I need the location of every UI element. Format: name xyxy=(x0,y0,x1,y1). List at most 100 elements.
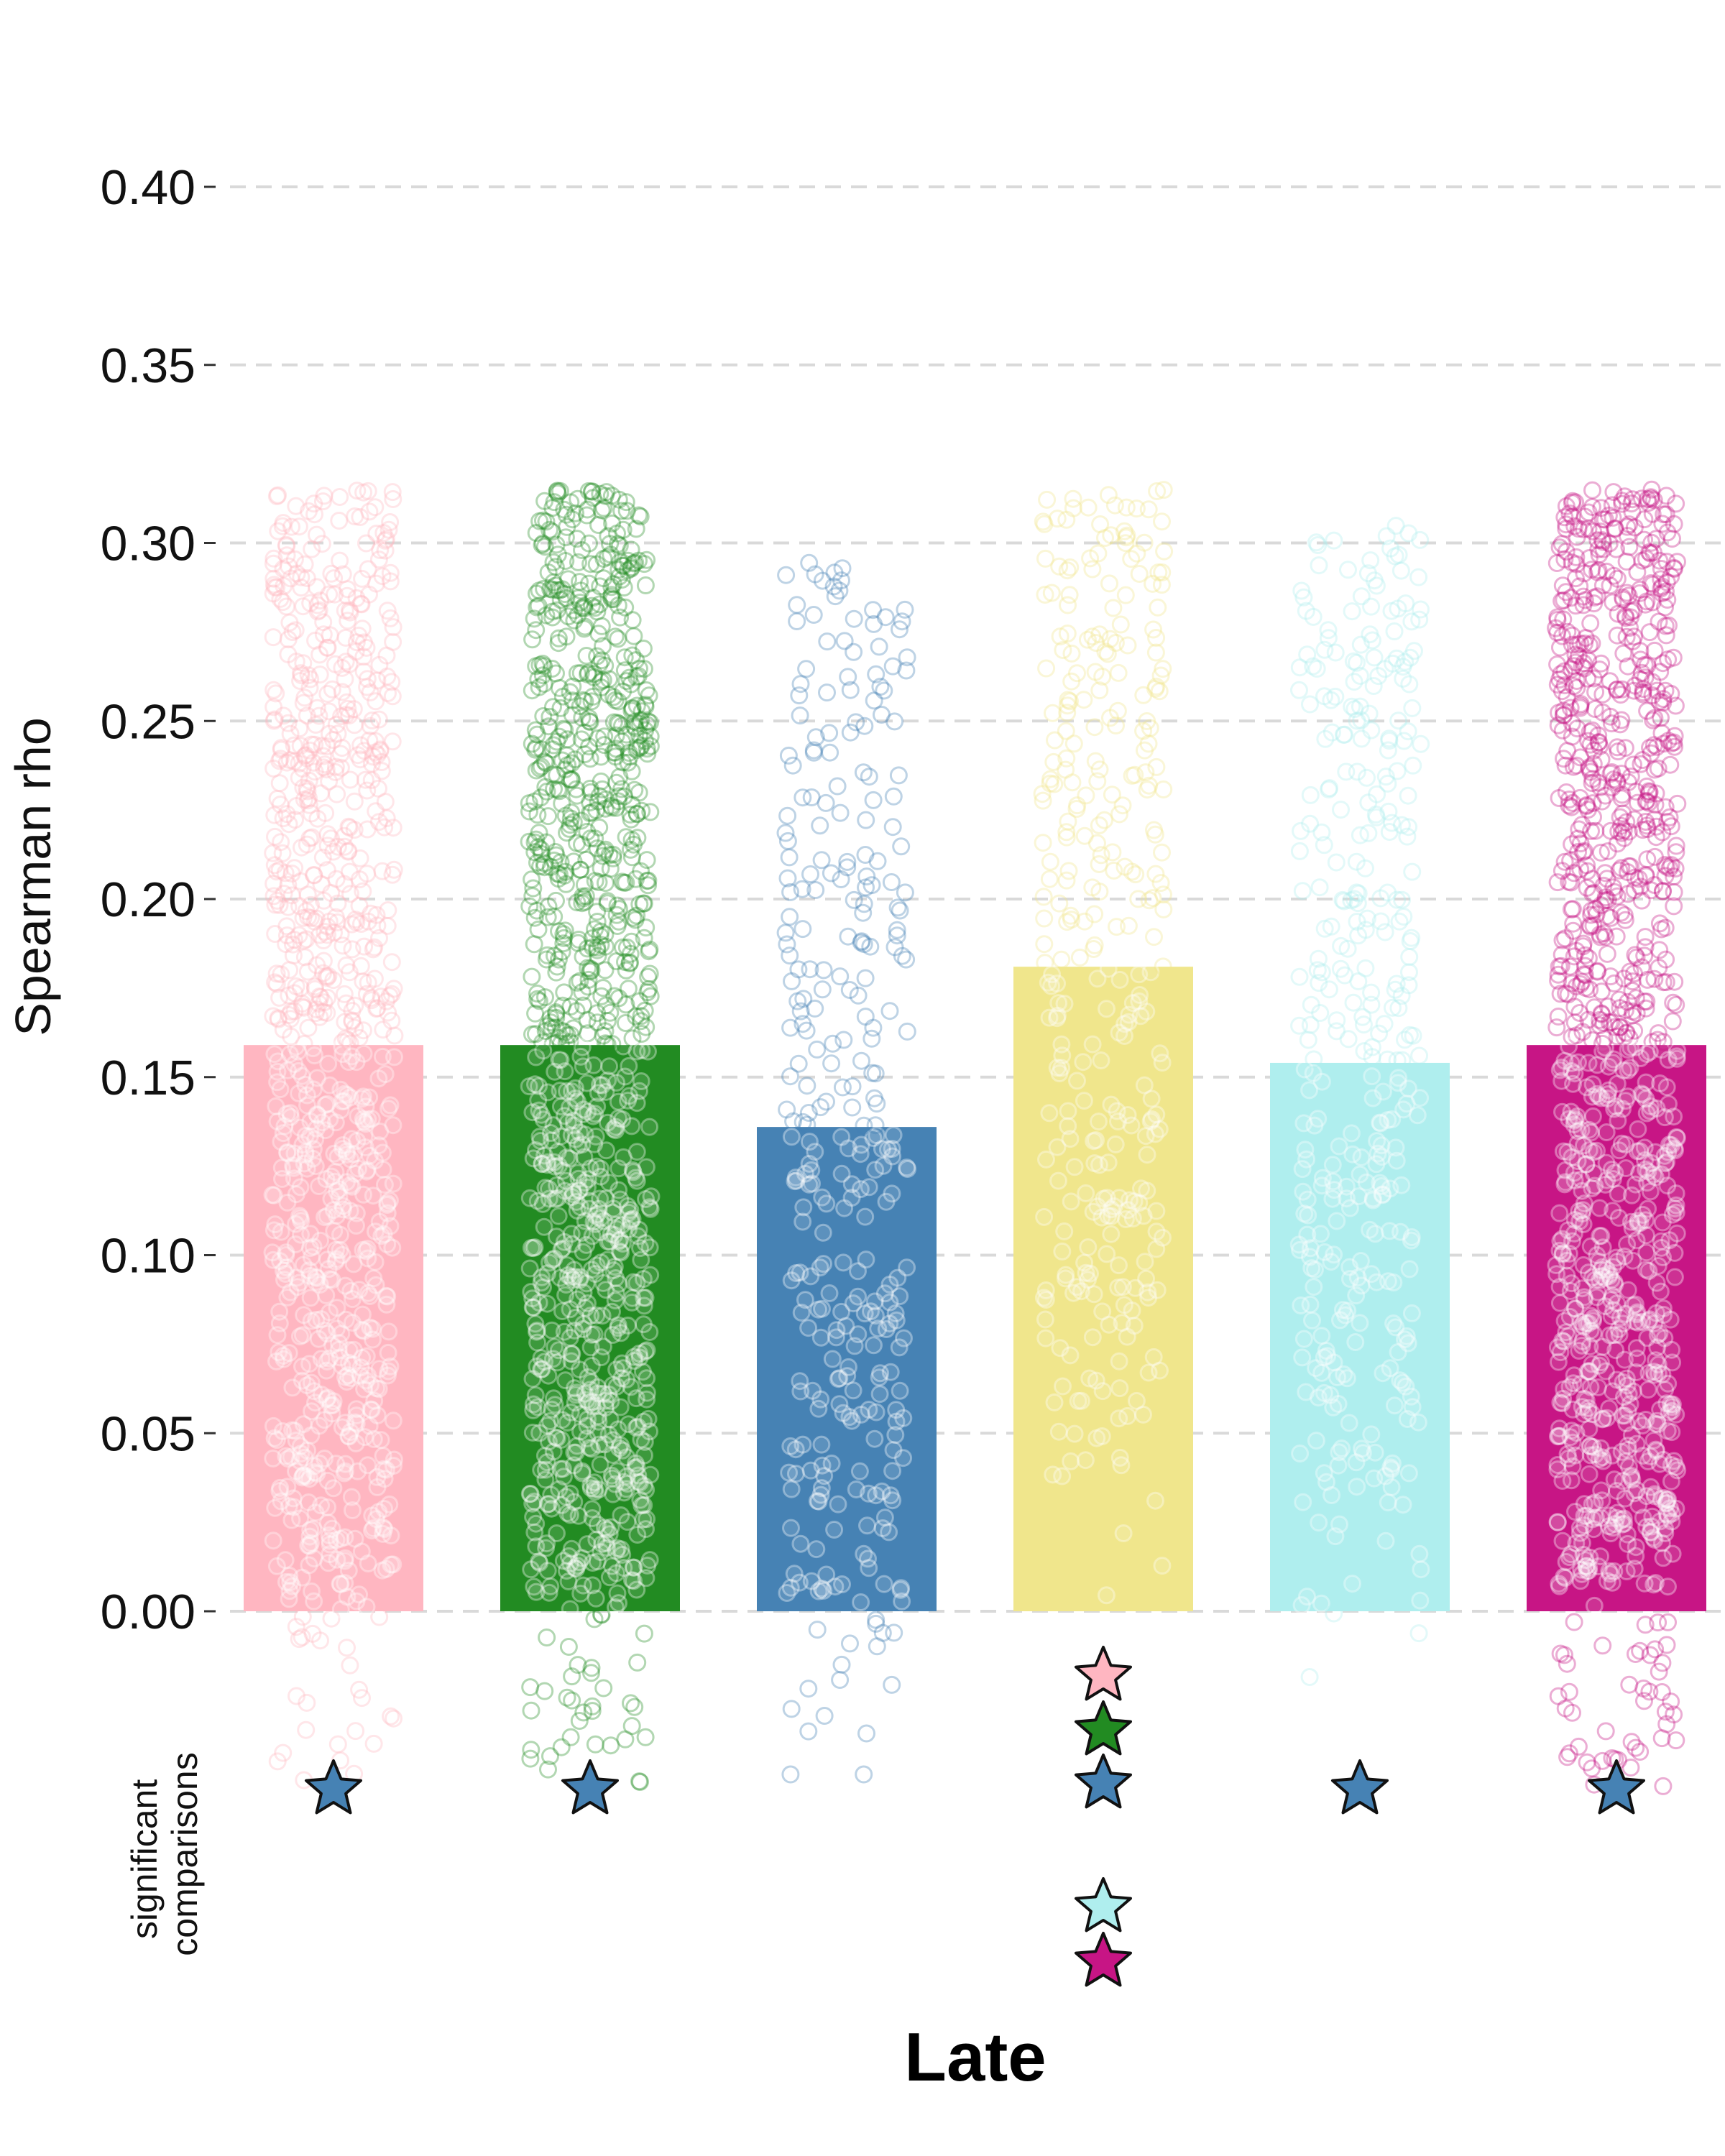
data-point xyxy=(1040,870,1059,888)
data-point xyxy=(322,1189,341,1208)
data-point xyxy=(291,664,310,683)
data-point xyxy=(313,737,331,755)
data-point xyxy=(780,848,799,867)
data-point xyxy=(1110,805,1128,824)
data-point xyxy=(385,1709,402,1728)
data-point xyxy=(280,1005,298,1024)
data-point xyxy=(308,1105,326,1124)
data-point xyxy=(330,1187,349,1206)
data-point xyxy=(834,1031,853,1049)
data-point xyxy=(786,1169,805,1187)
data-point xyxy=(275,1350,293,1368)
data-point xyxy=(781,946,799,965)
data-point xyxy=(1560,1037,1578,1056)
data-point xyxy=(341,603,359,622)
data-point xyxy=(268,789,287,808)
data-point xyxy=(326,908,345,926)
data-point xyxy=(883,818,902,837)
data-point xyxy=(1310,878,1329,897)
data-point xyxy=(898,1258,916,1277)
data-point xyxy=(778,806,797,825)
data-point xyxy=(586,1128,605,1146)
data-point xyxy=(318,825,337,844)
data-point xyxy=(1627,1538,1645,1557)
data-point xyxy=(329,1340,348,1359)
data-point xyxy=(1364,677,1383,695)
data-point xyxy=(312,1310,331,1329)
data-point xyxy=(815,1707,834,1725)
data-point xyxy=(321,1535,339,1554)
data-point xyxy=(370,1608,389,1626)
data-point xyxy=(801,865,819,883)
data-point xyxy=(310,1416,328,1435)
data-point xyxy=(603,1469,622,1488)
data-point xyxy=(1568,1134,1587,1153)
data-point xyxy=(542,1485,561,1504)
data-point xyxy=(296,1143,315,1161)
data-point xyxy=(1068,1072,1086,1090)
data-point xyxy=(273,1170,291,1188)
data-point xyxy=(264,1531,282,1550)
data-point xyxy=(335,985,354,1003)
data-point xyxy=(277,535,295,554)
data-point xyxy=(867,1403,886,1422)
data-point xyxy=(350,1680,369,1699)
data-point xyxy=(559,1638,578,1656)
data-point xyxy=(280,613,299,632)
data-point xyxy=(340,601,359,619)
data-point xyxy=(1300,1668,1319,1686)
data-point xyxy=(318,1004,336,1022)
data-point xyxy=(308,1106,327,1125)
data-point xyxy=(1310,556,1328,575)
data-point xyxy=(274,809,293,828)
data-point xyxy=(356,770,374,789)
data-point xyxy=(1656,1381,1675,1399)
data-point xyxy=(300,678,319,697)
data-point xyxy=(561,1600,579,1618)
data-point xyxy=(310,706,328,725)
data-point xyxy=(609,1420,627,1439)
data-point xyxy=(320,772,339,791)
data-point xyxy=(296,1075,315,1094)
data-point xyxy=(1090,1156,1108,1174)
data-point xyxy=(277,1246,295,1264)
data-point xyxy=(343,1177,362,1196)
data-point xyxy=(354,648,373,666)
data-point xyxy=(318,1514,337,1532)
data-point xyxy=(358,820,377,839)
data-point xyxy=(1118,1327,1136,1346)
data-point xyxy=(1375,1015,1394,1033)
data-point xyxy=(1292,1596,1311,1614)
data-point xyxy=(635,1296,653,1315)
data-point xyxy=(1591,1199,1609,1217)
data-point xyxy=(1409,1413,1427,1432)
data-point xyxy=(342,1130,361,1148)
data-point xyxy=(316,1321,334,1340)
data-point xyxy=(1631,1743,1650,1761)
data-point xyxy=(281,1010,300,1028)
data-point xyxy=(616,1730,635,1749)
data-point xyxy=(352,1542,371,1561)
data-point xyxy=(371,541,390,559)
data-point xyxy=(1312,1225,1330,1243)
data-point xyxy=(384,618,402,637)
data-point xyxy=(349,1462,367,1480)
data-point xyxy=(351,1358,370,1377)
data-point xyxy=(303,540,321,558)
data-point xyxy=(347,1406,366,1425)
data-point xyxy=(791,675,810,694)
data-point xyxy=(366,1222,385,1241)
data-point xyxy=(364,1519,382,1538)
data-point xyxy=(310,645,329,664)
jitter-points xyxy=(263,480,1687,1795)
data-point xyxy=(1650,1662,1668,1681)
data-point xyxy=(268,1326,287,1345)
data-point xyxy=(264,554,282,573)
data-point xyxy=(367,1510,386,1529)
data-point xyxy=(385,860,403,879)
data-point xyxy=(1639,1364,1658,1382)
data-point xyxy=(1110,970,1129,989)
data-point xyxy=(1037,659,1056,678)
data-point xyxy=(340,963,359,982)
data-point xyxy=(293,1326,312,1345)
